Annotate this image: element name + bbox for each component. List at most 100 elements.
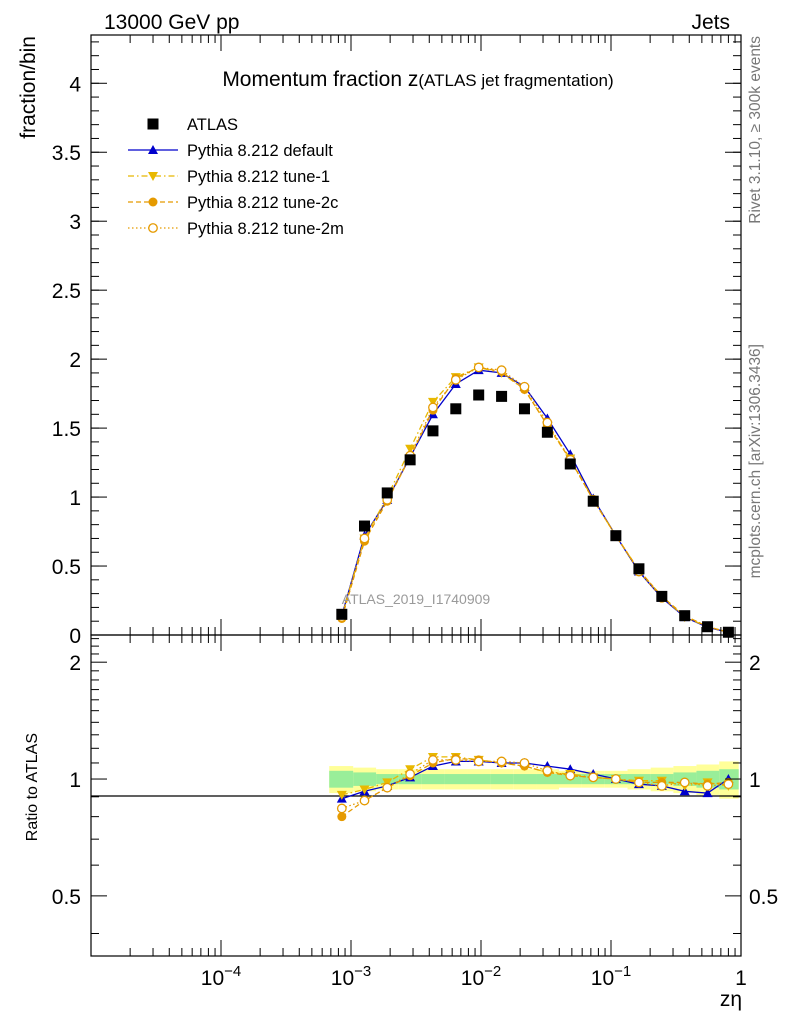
y-tick-label: 4 xyxy=(69,73,81,96)
data-point xyxy=(450,403,462,415)
ratio-stat-band xyxy=(444,774,468,785)
x-tick-exponent: −3 xyxy=(354,963,371,980)
category-label: Jets xyxy=(691,11,730,34)
energy-label: 13000 GeV pp xyxy=(104,11,239,34)
ratio-stat-band xyxy=(513,774,537,785)
x-tick-exponent: −4 xyxy=(224,963,241,980)
x-tick-label: 10−4 xyxy=(201,963,241,990)
legend-label: Pythia 8.212 tune-2m xyxy=(187,220,344,238)
ratio-point xyxy=(588,772,599,783)
ratio-frame xyxy=(90,634,742,957)
ratio-stat-band xyxy=(329,770,354,788)
data-point xyxy=(336,608,348,620)
legend-marker xyxy=(148,223,158,233)
ratio-point xyxy=(565,770,576,781)
ratio-point xyxy=(336,803,347,814)
ratio-stat-band xyxy=(421,774,445,785)
y-tick-label: 0 xyxy=(69,625,81,648)
ratio-stat-band xyxy=(467,774,491,785)
ratio-y-tick-label: 0.5 xyxy=(749,886,778,909)
x-axis-title: zη xyxy=(720,988,742,1011)
x-tick-label: 1 xyxy=(735,967,747,990)
x-tick-label: 10−1 xyxy=(591,963,631,990)
chart-title-main: Momentum fraction z xyxy=(222,68,418,91)
data-point xyxy=(496,390,508,402)
series-point xyxy=(427,397,438,407)
ratio-y-axis-title: Ratio to ATLAS xyxy=(24,733,41,841)
ratio-point xyxy=(450,755,461,765)
chart-title: Momentum fraction z(ATLAS jet fragmentat… xyxy=(222,68,613,91)
ratio-point xyxy=(359,795,370,806)
data-point xyxy=(381,487,393,499)
ratio-y-tick-label: 2 xyxy=(749,652,761,675)
ratio-point xyxy=(542,765,553,776)
series-point xyxy=(496,365,507,376)
ratio-point xyxy=(337,812,347,822)
legend-label: Pythia 8.212 tune-1 xyxy=(187,168,330,186)
x-tick-base: 10 xyxy=(201,967,224,990)
legend-label: Pythia 8.212 tune-2c xyxy=(187,194,338,212)
y-tick-label: 2 xyxy=(69,349,81,372)
y-axis-title: fraction/bin xyxy=(17,36,40,139)
legend-label: Pythia 8.212 default xyxy=(187,142,333,160)
ratio-panel: 0.5 0.5 1 1 2 2 xyxy=(52,634,778,957)
legend-marker xyxy=(148,197,158,207)
ratio-point xyxy=(359,785,370,795)
ratio-y-tick-label: 0.5 xyxy=(52,886,81,909)
data-point xyxy=(427,425,439,437)
data-point xyxy=(656,590,668,602)
data-point xyxy=(541,426,553,438)
ratio-point xyxy=(496,756,507,767)
y-tick-label: 3 xyxy=(69,211,81,234)
series-point xyxy=(542,417,553,428)
ratio-point xyxy=(723,779,734,790)
data-point xyxy=(702,621,714,633)
series-point xyxy=(519,381,530,392)
data-point xyxy=(564,458,576,470)
ratio-stat-band xyxy=(353,772,377,786)
ratio-y-tick-label: 2 xyxy=(69,652,81,675)
y-tick-label: 2.5 xyxy=(52,280,81,303)
ratio-y-tick-label: 1 xyxy=(69,769,81,792)
ratio-point xyxy=(428,755,438,765)
ratio-stat-band xyxy=(536,774,559,785)
x-tick-label: 10−2 xyxy=(461,963,501,990)
legend-marker xyxy=(148,145,158,154)
watermark: ATLAS_2019_I1740909 xyxy=(342,591,491,607)
ratio-point xyxy=(702,781,713,791)
data-point xyxy=(679,610,691,622)
series-point xyxy=(359,533,370,544)
data-point xyxy=(633,563,645,575)
y-tick-label: 1.5 xyxy=(52,418,81,441)
y-tick-label: 3.5 xyxy=(52,142,81,165)
x-tick-exponent: −2 xyxy=(484,963,501,980)
data-point xyxy=(358,520,370,532)
x-tick-base: 1 xyxy=(735,967,747,990)
data-point xyxy=(404,454,416,466)
ratio-point xyxy=(610,774,621,784)
data-point xyxy=(587,495,599,507)
ratio-point xyxy=(634,777,644,788)
series-point xyxy=(473,362,484,373)
ratio-point xyxy=(382,782,393,793)
data-point xyxy=(610,530,622,542)
series-point xyxy=(450,374,461,385)
legend-marker xyxy=(148,172,158,181)
rivet-label: Rivet 3.1.10, ≥ 300k events xyxy=(747,36,764,224)
ratio-point xyxy=(519,758,530,768)
y-tick-label: 1 xyxy=(69,487,81,510)
series-point xyxy=(428,402,438,413)
x-tick-base: 10 xyxy=(331,967,354,990)
x-tick-base: 10 xyxy=(591,967,614,990)
x-tick-label: 10−3 xyxy=(331,963,371,990)
data-point xyxy=(518,403,530,415)
ratio-point xyxy=(405,769,416,779)
ratio-point xyxy=(336,790,347,800)
main-panel: 0 0.5 1 1.5 2 2.5 3 3.5 4 Momentum fraction z(AT… xyxy=(52,34,742,648)
legend-label: ATLAS xyxy=(187,116,238,134)
y-tick-label: 0.5 xyxy=(52,556,81,579)
legend-marker xyxy=(147,118,159,130)
x-tick-exponent: −1 xyxy=(614,963,631,980)
ratio-point xyxy=(679,777,690,788)
